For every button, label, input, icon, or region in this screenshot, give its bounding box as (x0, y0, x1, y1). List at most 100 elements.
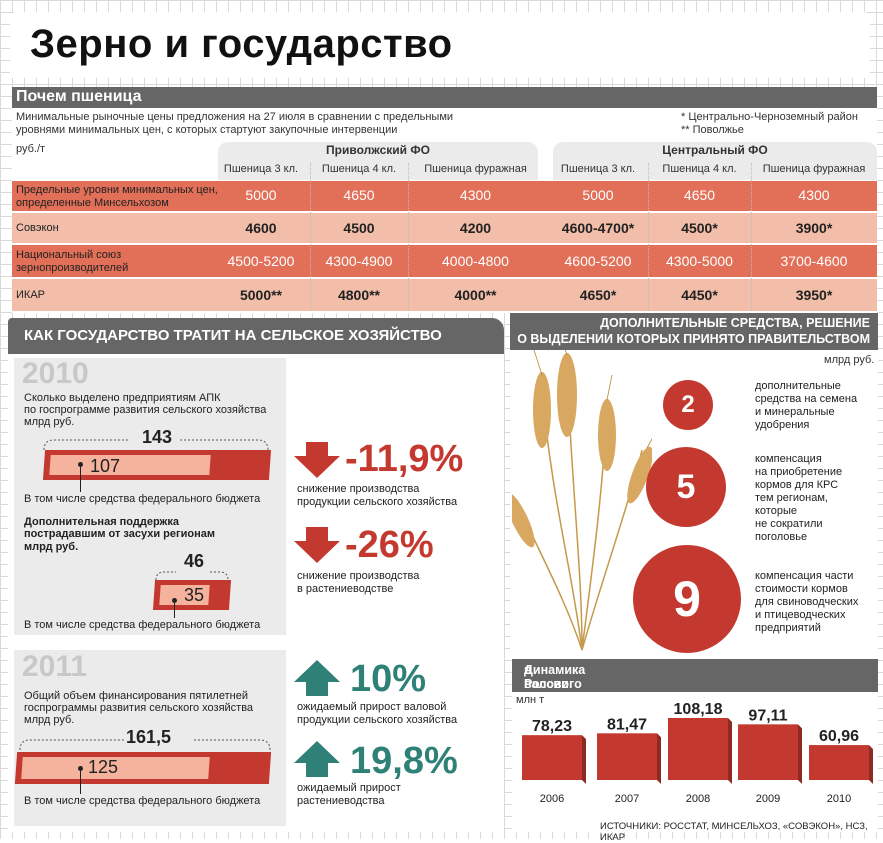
price-row-nsz: Национальный союз зернопроизводителей 450… (12, 245, 877, 277)
price-cell: 4300-5000 (666, 253, 733, 269)
sources: ИСТОЧНИКИ: РОССТАТ, МИНСЕЛЬХОЗ, «СОВЭКОН… (600, 821, 868, 843)
change-text: снижение производства (297, 483, 420, 495)
harvest-unit: млн т (516, 694, 545, 706)
extra-funds-unit: млрд руб. (824, 354, 875, 366)
bar-side (657, 733, 661, 784)
change-text: продукции сельского хозяйства (297, 496, 458, 508)
price-row-ikar: ИКАР 5000** 4800** 4000** 4650* 4450* 39… (12, 279, 877, 311)
price-cell: 3950* (795, 287, 833, 303)
price-cell: 4450* (681, 287, 718, 303)
change-text: в растениеводстве (297, 583, 394, 595)
pointer-line (174, 602, 175, 618)
extra-funds-header-1: ДОПОЛНИТЕЛЬНЫЕ СРЕДСТВА, РЕШЕНИЕ (600, 316, 870, 330)
col-header: Пшеница 4 кл. (321, 163, 397, 175)
harvest-header-line: в России (524, 663, 569, 691)
fund-text-line: поголовье (755, 531, 808, 543)
caption: В том числе средства федерального бюджет… (24, 619, 261, 631)
prices-description-2: уровнями минимальных цен, с которых стар… (16, 124, 398, 136)
change-text: ожидаемый прирост валовой (297, 701, 447, 713)
row-label: Предельные уровни минимальных цен, (16, 184, 218, 196)
column-divider (408, 163, 410, 311)
price-cell: 4650 (343, 187, 375, 203)
bar-value-label: 78,23 (532, 718, 572, 735)
fund-text-line: кормов для КРС (755, 479, 839, 491)
text: млрд руб. (24, 541, 79, 553)
funding-bar-2011 (14, 752, 272, 784)
extra-bracket (155, 571, 229, 581)
extra-funds-header-2: О ВЫДЕЛЕНИИ КОТОРЫХ ПРИНЯТО ПРАВИТЕЛЬСТВ… (517, 332, 870, 346)
extra-total-2010: 46 (184, 551, 205, 571)
up-arrow-icon (294, 660, 340, 696)
harvest-bar (522, 735, 582, 780)
prices-description-1: Минимальные рыночные цены предложения на… (16, 111, 454, 123)
pointer-line (80, 770, 81, 794)
bar-category-label: 2009 (756, 793, 780, 805)
price-cell: 3700-4600 (780, 253, 848, 269)
bar-value-label: 81,47 (607, 716, 647, 733)
bar-side (798, 724, 802, 784)
bar-value-label: 108,18 (674, 701, 723, 718)
bar-category-label: 2008 (686, 793, 710, 805)
year-2010-box (14, 358, 286, 635)
column-divider (648, 163, 650, 311)
fund-text-line: и птицеводческих (755, 609, 846, 621)
fund-text-line: стоимости кормов (755, 583, 848, 595)
fund-text-line: средства на семена (755, 393, 858, 405)
price-cell: 4500-5200 (227, 253, 295, 269)
fund-text-line: которые (755, 505, 797, 517)
price-cell: 4650* (579, 287, 617, 303)
total-2010: 143 (142, 427, 173, 447)
extra-federal-2010: 35 (184, 585, 205, 605)
row-label: Национальный союз (16, 249, 122, 261)
text: млрд руб. (24, 714, 75, 726)
price-cell: 5000 (582, 187, 614, 203)
group-title-privolzhsky: Приволжский ФО (326, 143, 430, 157)
prices-note-2: ** Поволжье (681, 124, 744, 136)
text: по госпрограмме развития сельского хозяй… (24, 404, 267, 416)
price-cell: 5000 (245, 187, 277, 203)
pointer-dot (78, 766, 83, 771)
price-cell: 4600 (245, 220, 277, 236)
row-label: Совэкон (16, 222, 59, 234)
row-label: определенные Минсельхозом (16, 196, 169, 209)
price-cell: 5000** (239, 287, 283, 303)
col-header: Пшеница 3 кл. (223, 163, 299, 175)
fund-text: компенсация части стоимости кормов для с… (755, 570, 858, 635)
col-header: Пшеница 3 кл. (560, 163, 636, 175)
federal-2011: 125 (88, 757, 119, 777)
up-arrow-icon (294, 741, 340, 777)
change-value: 19,8% (350, 740, 458, 782)
price-cell: 4000-4800 (442, 253, 509, 269)
fund-circle: 5 (646, 447, 726, 527)
caption: В том числе средства федерального бюджет… (24, 493, 261, 505)
pointer-line (80, 466, 81, 492)
year-2011-label: 2011 (22, 650, 88, 683)
bar-side (582, 735, 586, 784)
price-cell: 4500* (681, 220, 718, 236)
harvest-bar (738, 724, 798, 780)
price-cell: 4500 (343, 220, 375, 236)
text: млрд руб. (24, 416, 75, 428)
price-row-sovecon: Совэкон 4600 4500 4200 4600-4700* 4500* … (12, 213, 877, 243)
extra-funds-header: ДОПОЛНИТЕЛЬНЫЕ СРЕДСТВА, РЕШЕНИЕ О ВЫДЕЛ… (510, 313, 878, 350)
page-title: Зерно и государство (30, 22, 453, 66)
spending-header-text: КАК ГОСУДАРСТВО ТРАТИТ НА СЕЛЬСКОЕ ХОЗЯЙ… (24, 327, 442, 344)
col-header: Пшеница 4 кл. (662, 163, 737, 175)
pointer-dot (78, 462, 83, 467)
harvest-bar (597, 733, 657, 780)
fund-text-line: предприятий (755, 622, 821, 634)
price-cell: 3900* (795, 220, 833, 236)
group-central (553, 142, 877, 180)
text: госпрограммы развития сельского хозяйств… (24, 702, 254, 714)
price-cell: 4000** (454, 287, 497, 303)
fund-text-line: и минеральные (755, 406, 835, 418)
down-arrow-icon (294, 527, 340, 563)
group-title-central: Центральный ФО (662, 143, 768, 157)
pointer-dot (172, 598, 177, 603)
price-row-minselkhoz: Предельные уровни минимальных цен, опреде… (12, 181, 877, 211)
prices-header-text: Почем пшеница (16, 88, 142, 105)
group-privolzhsky (218, 142, 538, 180)
fund-text: дополнительные средства на семена и мине… (755, 380, 857, 432)
fund-text-line: компенсация (755, 453, 822, 465)
fund-text-line: дополнительные (755, 380, 841, 392)
